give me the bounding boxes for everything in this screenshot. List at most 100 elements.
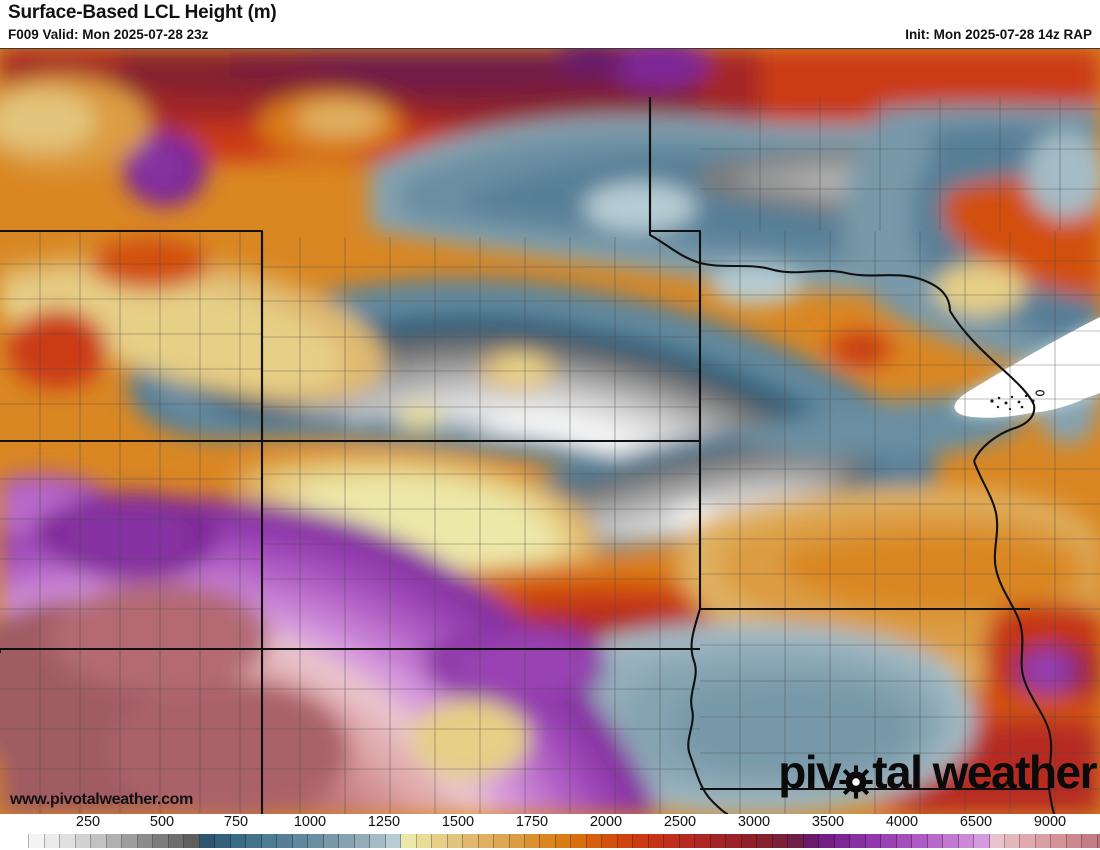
colorbar-swatch bbox=[14, 834, 30, 848]
colorbar-swatch bbox=[277, 834, 293, 848]
colorbar-swatch bbox=[850, 834, 866, 848]
colorbar-swatch bbox=[230, 834, 247, 848]
colorbar-swatch bbox=[1051, 834, 1067, 848]
page-title: Surface-Based LCL Height (m) bbox=[8, 2, 277, 23]
colorbar-swatch bbox=[555, 834, 572, 848]
colorbar-tick-labels: 250 500 750 1000 1250 1500 1750 2000 2500 3000 350… bbox=[0, 814, 1100, 834]
colorbar-tick-label: 500 bbox=[149, 814, 175, 830]
colorbar-swatch bbox=[261, 834, 278, 848]
colorbar-swatch bbox=[834, 834, 851, 848]
colorbar-swatch bbox=[648, 834, 665, 848]
colorbar-swatch bbox=[60, 834, 76, 848]
colorbar-swatch bbox=[1020, 834, 1036, 848]
colorbar-swatch bbox=[617, 834, 634, 848]
colorbar-tick-label: 2000 bbox=[589, 814, 623, 830]
colorbar-swatch bbox=[695, 834, 711, 848]
colorbar-swatch bbox=[803, 834, 820, 848]
colorbar-swatch bbox=[1097, 834, 1100, 848]
colorbar-swatch bbox=[633, 834, 649, 848]
colorbar-swatch bbox=[540, 834, 556, 848]
colorbar-swatch bbox=[1035, 834, 1052, 848]
pivotal-weather-logo: piv bbox=[778, 746, 1097, 799]
colorbar-swatch bbox=[339, 834, 355, 848]
colorbar-swatch bbox=[308, 834, 324, 848]
colorbar-swatch bbox=[896, 834, 913, 848]
colorbar-swatch bbox=[75, 834, 92, 848]
colorbar-swatch bbox=[772, 834, 789, 848]
colorbar-swatches bbox=[14, 834, 1100, 848]
colorbar-swatch bbox=[927, 834, 944, 848]
colorbar-swatch bbox=[432, 834, 448, 848]
colorbar-tick-label: 1500 bbox=[441, 814, 475, 830]
colorbar-swatch bbox=[958, 834, 975, 848]
colorbar-swatch bbox=[865, 834, 882, 848]
colorbar-swatch bbox=[478, 834, 495, 848]
colorbar-tick-label: 3000 bbox=[737, 814, 771, 830]
colorbar-swatch bbox=[974, 834, 990, 848]
colorbar-tick-label: 1750 bbox=[515, 814, 549, 830]
colorbar-swatch bbox=[29, 834, 45, 848]
colorbar-swatch bbox=[447, 834, 464, 848]
colorbar-swatch bbox=[943, 834, 959, 848]
colorbar-swatch bbox=[246, 834, 262, 848]
colorbar-swatch bbox=[416, 834, 433, 848]
colorbar-swatch bbox=[106, 834, 123, 848]
colorbar-swatch bbox=[524, 834, 541, 848]
colorbar-tick-label: 9000 bbox=[1033, 814, 1067, 830]
colorbar-swatch bbox=[881, 834, 897, 848]
colorbar-swatch bbox=[401, 834, 417, 848]
map-header: Surface-Based LCL Height (m) F009 Valid:… bbox=[0, 0, 1100, 48]
colorbar-swatch bbox=[184, 834, 200, 848]
colorbar-swatch bbox=[385, 834, 402, 848]
colorbar-swatch bbox=[679, 834, 696, 848]
colorbar-tick-label: 2500 bbox=[663, 814, 697, 830]
colorbar-swatch bbox=[726, 834, 742, 848]
colorbar-tick-label: 3500 bbox=[811, 814, 845, 830]
colorbar-swatch bbox=[989, 834, 1005, 848]
colorbar-swatch bbox=[292, 834, 309, 848]
colorbar-swatch bbox=[354, 834, 371, 848]
valid-time-label: F009 Valid: Mon 2025-07-28 23z bbox=[8, 27, 209, 42]
colorbar-swatch bbox=[153, 834, 169, 848]
state-boundaries bbox=[0, 97, 1056, 814]
colorbar-swatch bbox=[463, 834, 479, 848]
colorbar-swatch bbox=[586, 834, 603, 848]
colorbar-swatch bbox=[323, 834, 340, 848]
colorbar-swatch bbox=[602, 834, 618, 848]
colorbar-swatch bbox=[710, 834, 727, 848]
colorbar-swatch bbox=[122, 834, 138, 848]
colorbar-swatch bbox=[91, 834, 107, 848]
lcl-contour-field bbox=[0, 49, 1100, 814]
colorbar-tick-label: 250 bbox=[75, 814, 101, 830]
colorbar-swatch bbox=[168, 834, 185, 848]
logo-text-right: tal weather bbox=[872, 746, 1097, 798]
colorbar-swatch bbox=[788, 834, 804, 848]
colorbar-swatch bbox=[370, 834, 386, 848]
colorbar-swatch bbox=[215, 834, 231, 848]
gear-icon bbox=[839, 760, 873, 799]
colorbar-swatch bbox=[199, 834, 216, 848]
colorbar-swatch bbox=[509, 834, 525, 848]
colorbar[interactable]: 250 500 750 1000 1250 1500 1750 2000 2500 3000 350… bbox=[0, 814, 1100, 850]
logo-text-left: piv bbox=[778, 746, 841, 798]
map-canvas[interactable]: www.pivotalweather.com piv bbox=[0, 48, 1100, 814]
colorbar-swatch bbox=[137, 834, 154, 848]
init-time-label: Init: Mon 2025-07-28 14z RAP bbox=[905, 27, 1092, 42]
colorbar-swatch bbox=[44, 834, 61, 848]
colorbar-swatch bbox=[1066, 834, 1083, 848]
colorbar-swatch bbox=[912, 834, 928, 848]
colorbar-swatch bbox=[571, 834, 587, 848]
colorbar-tick-label: 4000 bbox=[885, 814, 919, 830]
colorbar-swatch bbox=[494, 834, 510, 848]
site-watermark: www.pivotalweather.com bbox=[10, 791, 194, 808]
colorbar-swatch bbox=[1005, 834, 1021, 848]
colorbar-swatch bbox=[664, 834, 680, 848]
colorbar-tick-label: 1000 bbox=[293, 814, 327, 830]
colorbar-swatch bbox=[757, 834, 773, 848]
colorbar-tick-label: 6500 bbox=[959, 814, 993, 830]
colorbar-tick-label: 1250 bbox=[367, 814, 401, 830]
colorbar-tick-label: 750 bbox=[223, 814, 249, 830]
colorbar-swatch bbox=[741, 834, 758, 848]
colorbar-swatch bbox=[819, 834, 835, 848]
